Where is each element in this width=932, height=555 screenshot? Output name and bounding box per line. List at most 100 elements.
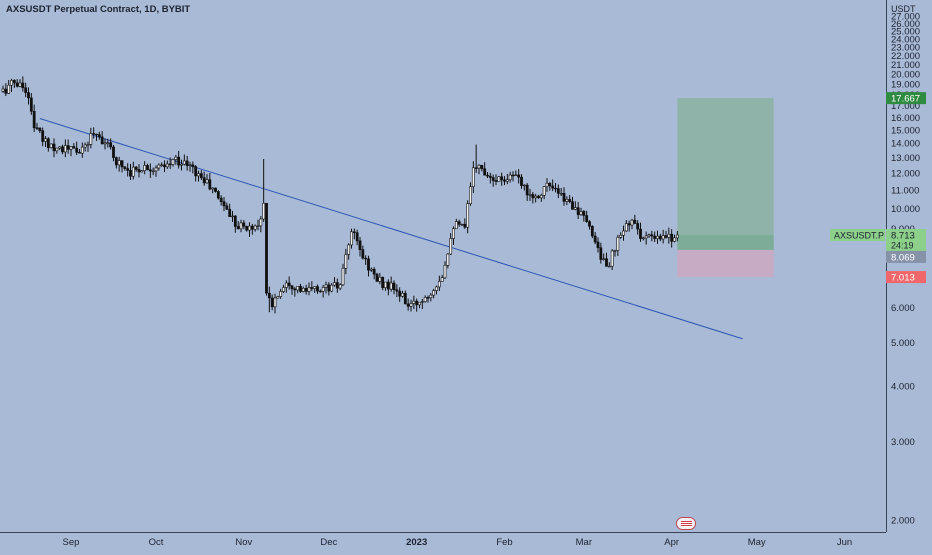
candle-body xyxy=(641,237,645,240)
candle-body xyxy=(262,202,266,220)
candle-body xyxy=(208,179,212,190)
candle-body xyxy=(491,177,495,181)
candle-body xyxy=(639,228,642,239)
candlestick-series xyxy=(1,76,679,314)
candle-body xyxy=(267,292,271,299)
candle-body xyxy=(437,281,441,288)
candle-body xyxy=(197,173,200,177)
candle-body xyxy=(21,82,25,89)
candle-body xyxy=(565,199,569,202)
candle-body xyxy=(664,235,668,238)
candle-body xyxy=(318,290,322,293)
candle-body xyxy=(548,182,552,187)
countdown-label: 24:19 xyxy=(891,241,914,251)
candle-body xyxy=(477,164,481,169)
candle-body xyxy=(228,208,232,217)
candle-body xyxy=(245,225,249,231)
candle-body xyxy=(505,179,509,182)
candle-body xyxy=(556,188,560,194)
candle-body xyxy=(420,301,424,303)
position-loss-zone xyxy=(677,249,774,278)
candle-body xyxy=(551,185,555,189)
candle-body xyxy=(10,80,13,86)
stop-price-label-bg xyxy=(886,271,926,284)
candle-body xyxy=(486,174,489,177)
candle-body xyxy=(647,234,651,237)
candle-body xyxy=(656,235,659,239)
candle-body xyxy=(61,146,64,153)
symbol-tag-bg xyxy=(830,229,885,242)
candle-body xyxy=(307,287,311,292)
candle-body xyxy=(163,164,166,168)
candle-body xyxy=(216,191,220,199)
candle-body xyxy=(435,286,438,291)
candle-body xyxy=(140,170,144,173)
candle-body xyxy=(109,142,113,148)
candle-body xyxy=(310,287,314,289)
candle-body xyxy=(352,231,356,234)
candle-body xyxy=(423,297,427,302)
candle-body xyxy=(389,282,393,290)
candle-body xyxy=(117,160,121,166)
candle-body xyxy=(497,176,501,182)
candle-body xyxy=(270,297,274,308)
candle-body xyxy=(4,88,8,94)
candle-body xyxy=(92,133,96,135)
candle-body xyxy=(590,225,594,237)
candle-body xyxy=(344,254,348,269)
candle-body xyxy=(537,195,540,199)
candle-body xyxy=(454,221,458,230)
candle-body xyxy=(616,237,620,251)
candle-body xyxy=(330,284,334,292)
price-axis-tick-label: 11.000 xyxy=(891,185,919,196)
candle-body xyxy=(242,222,246,227)
price-axis-tick-label: 19.000 xyxy=(891,80,920,91)
candle-body xyxy=(12,80,16,84)
price-axis-tick-label: 20.000 xyxy=(891,70,920,81)
candle-body xyxy=(157,164,161,169)
candle-body xyxy=(463,223,467,228)
candle-body xyxy=(418,301,421,306)
candle-body xyxy=(571,201,574,210)
candle-body xyxy=(253,225,257,230)
candle-body xyxy=(670,233,674,242)
candle-body xyxy=(205,179,209,184)
candle-body xyxy=(644,235,648,239)
candle-body xyxy=(239,222,243,230)
candle-body xyxy=(236,226,240,230)
candle-body xyxy=(624,223,628,232)
candle-body xyxy=(72,146,76,149)
price-axis-tick-label: 24.000 xyxy=(891,34,920,45)
candle-body xyxy=(542,186,546,196)
candle-body xyxy=(508,174,512,181)
candle-body xyxy=(160,164,164,166)
candle-body xyxy=(457,221,461,225)
candle-body xyxy=(233,215,237,227)
candle-body xyxy=(401,292,404,297)
candle-body xyxy=(188,164,192,166)
entry-price-label-bg xyxy=(886,250,926,263)
candle-body xyxy=(488,175,492,178)
candle-body xyxy=(605,258,608,267)
price-axis-tick-label: 2.000 xyxy=(891,516,915,527)
candle-body xyxy=(596,241,600,249)
candle-body xyxy=(316,286,319,292)
candle-body xyxy=(106,142,110,144)
candle-body xyxy=(650,234,654,237)
candle-body xyxy=(480,164,484,170)
candle-body xyxy=(367,258,370,271)
time-axis-tick-label: Jun xyxy=(837,537,852,548)
candle-body xyxy=(483,168,487,176)
time-axis-tick-label: Apr xyxy=(664,537,679,548)
us-flag-icon[interactable] xyxy=(676,517,696,530)
candle-body xyxy=(112,146,115,158)
candle-body xyxy=(222,201,226,207)
price-axis-tick-label: 12.000 xyxy=(891,169,920,180)
candle-body xyxy=(100,136,104,145)
candle-body xyxy=(579,211,583,215)
candle-body xyxy=(24,87,28,93)
candle-body xyxy=(369,268,373,271)
candle-body xyxy=(114,157,118,166)
